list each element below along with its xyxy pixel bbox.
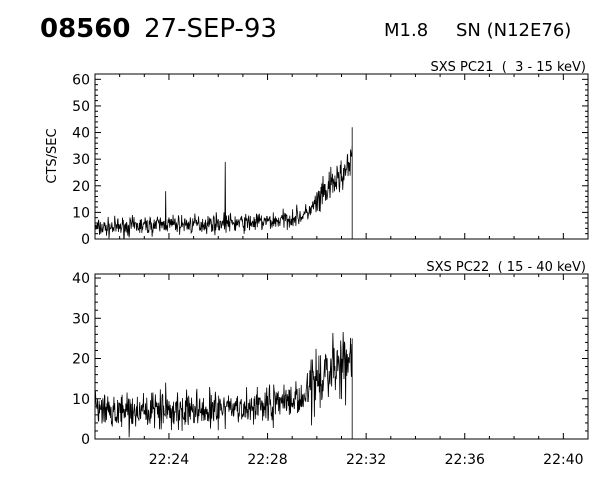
event-date: 27-SEP-93 [144,14,277,44]
panel-pc22-series-line [94,331,353,439]
y-tick-label: 40 [72,271,90,287]
y-tick-label: 30 [72,152,90,168]
panel-pc21-frame [94,73,589,240]
flare-location: SN (N12E76) [456,20,572,41]
panel-pc21-title: SXS PC21 ( 3 - 15 keV) [430,60,586,75]
x-tick-label: 22:32 [346,452,386,468]
flare-class: M1.8 [384,20,429,41]
x-tick-label: 22:28 [247,452,287,468]
y-tick-label: 30 [72,311,90,327]
x-tick-label: 22:24 [149,452,189,468]
x-tick-label: 22:36 [445,452,485,468]
panel-pc21-ylabel: CTS/SEC [45,128,60,183]
y-tick-label: 20 [72,179,90,195]
y-tick-label: 40 [72,126,90,142]
y-tick-label: 0 [81,432,90,448]
y-tick-label: 20 [72,352,90,368]
x-tick-label: 22:40 [543,452,583,468]
y-tick-label: 50 [72,99,90,115]
y-tick-label: 60 [72,72,90,88]
event-id: 08560 [40,14,131,44]
panel-pc21-series-line [94,127,353,239]
panel-pc22-title: SXS PC22 ( 15 - 40 keV) [426,260,586,275]
y-tick-label: 0 [81,232,90,248]
panel-pc21: SXS PC21 ( 3 - 15 keV) CTS/SEC 0 10 20 30 40… [45,60,589,248]
panel-pc22: SXS PC22 ( 15 - 40 keV) 0 10 20 30 40 22:24 22… [72,260,589,468]
y-tick-label: 10 [72,205,90,221]
y-tick-label: 10 [72,392,90,408]
